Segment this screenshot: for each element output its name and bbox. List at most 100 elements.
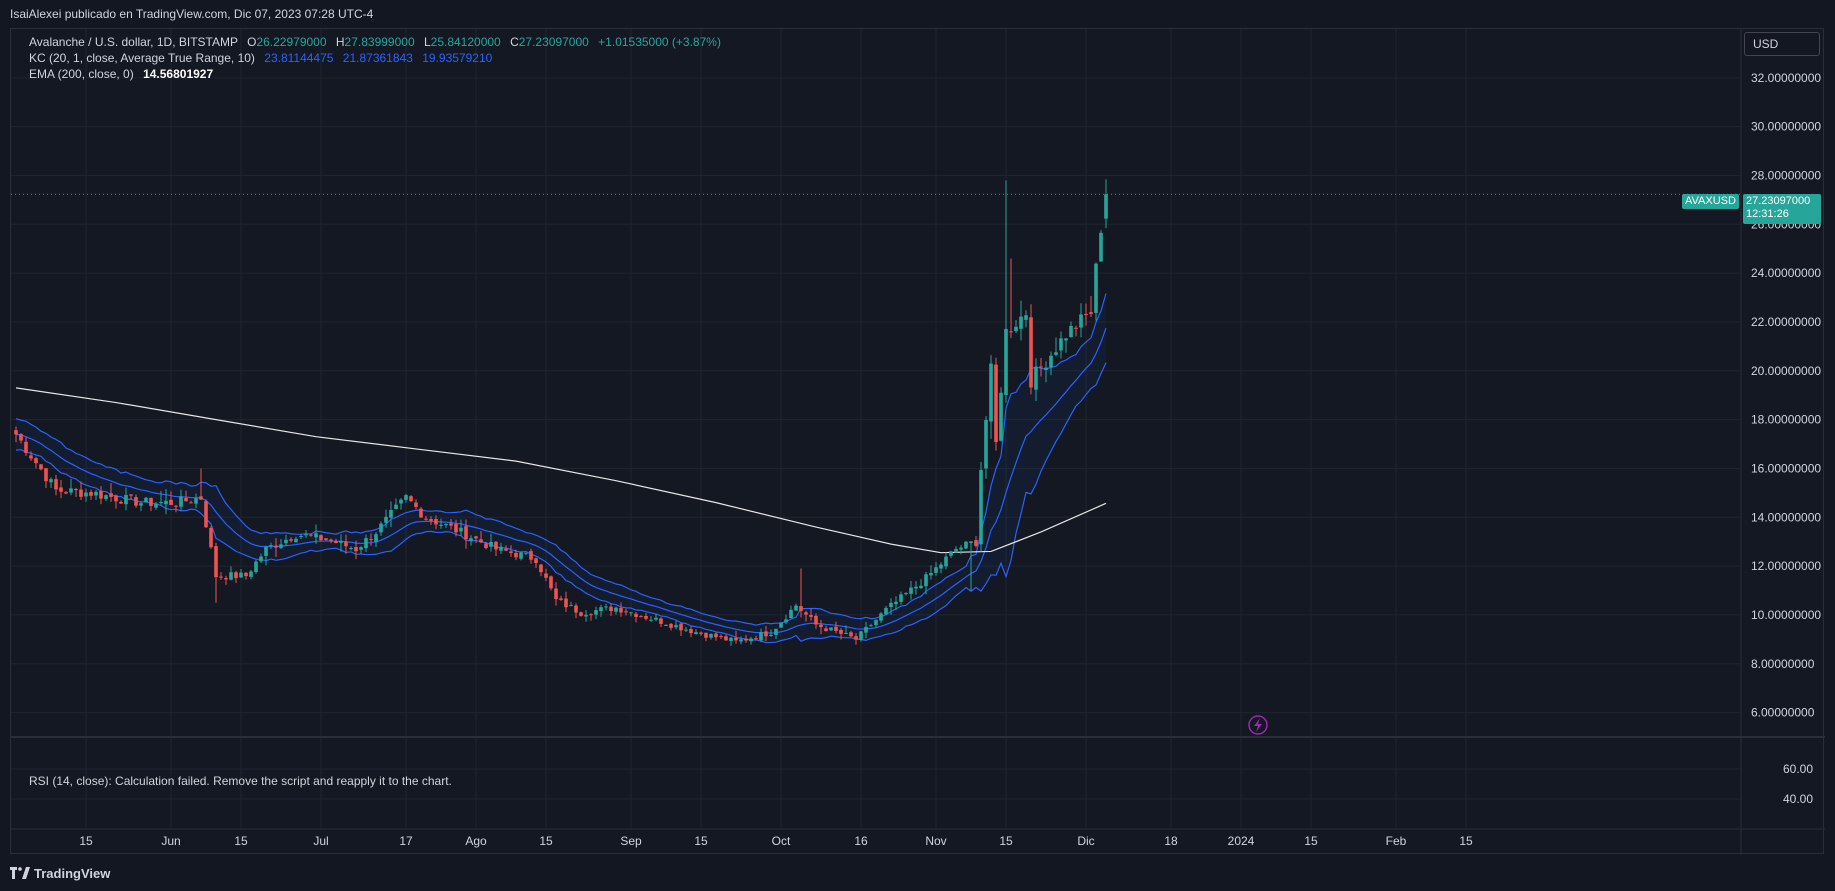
candle xyxy=(419,506,423,519)
candle xyxy=(1044,361,1048,383)
candle xyxy=(604,603,608,611)
tradingview-logo-icon xyxy=(10,867,30,879)
time-tick-label: 16 xyxy=(854,834,868,848)
rsi-error-message: RSI (14, close): Calculation failed. Rem… xyxy=(29,774,452,788)
candle xyxy=(84,488,88,502)
candle-body xyxy=(404,495,408,500)
candle xyxy=(534,557,538,569)
candle-body xyxy=(899,594,903,602)
footer-brand: TradingView xyxy=(34,865,111,881)
candle-body xyxy=(339,540,343,543)
candle xyxy=(629,612,633,617)
price-chart[interactable]: 6.00000000 8.00000000 10.00000000 12.000000… xyxy=(11,29,1825,855)
currency-selector[interactable]: USD xyxy=(1744,32,1820,56)
candle xyxy=(729,636,733,646)
candle xyxy=(659,617,663,628)
candle-body xyxy=(864,626,868,633)
candle xyxy=(94,489,98,501)
candle-body xyxy=(159,502,163,504)
publisher-line: IsaiAlexei publicado en TradingView.com,… xyxy=(10,7,374,21)
time-tick-label: 2024 xyxy=(1228,834,1255,848)
candle-body xyxy=(439,524,443,526)
candle-body xyxy=(489,541,493,547)
candle-body xyxy=(279,544,283,548)
candle-body xyxy=(29,455,33,459)
legend-ema-row[interactable]: EMA (200, close, 0) 14.56801927 xyxy=(29,67,213,81)
candle-body xyxy=(784,619,788,623)
legend-kc-upper: 23.81144475 xyxy=(264,51,334,65)
candle xyxy=(259,553,263,563)
candle xyxy=(1079,303,1083,338)
candle xyxy=(1074,325,1078,337)
candle-body xyxy=(369,539,373,541)
candle-body xyxy=(484,543,488,549)
candle xyxy=(164,489,168,515)
candle xyxy=(1009,258,1013,339)
keltner-channel xyxy=(15,293,1107,644)
candle xyxy=(154,501,158,510)
kc-lower-line xyxy=(15,362,1107,644)
candle-body xyxy=(409,496,413,502)
legend-kc-row[interactable]: KC (20, 1, close, Average True Range, 10… xyxy=(29,51,492,65)
time-tick-label: Oct xyxy=(772,834,791,848)
candle-body xyxy=(579,612,583,616)
candle-body xyxy=(684,629,688,631)
candle xyxy=(754,635,758,641)
candle xyxy=(264,545,268,566)
candle-body xyxy=(394,504,398,509)
rsi-axis: 60.00 40.00 xyxy=(11,762,1813,806)
legend-symbol-row: Avalanche / U.S. dollar, 1D, BITSTAMP O2… xyxy=(29,35,721,49)
candle xyxy=(449,518,453,530)
chart-frame[interactable]: 6.00000000 8.00000000 10.00000000 12.000000… xyxy=(10,28,1825,855)
candle xyxy=(859,630,863,642)
candle-body xyxy=(909,587,913,594)
candle-body xyxy=(849,632,853,637)
kc-upper-line xyxy=(15,293,1107,626)
candle-body xyxy=(124,494,128,505)
time-tick-label: 15 xyxy=(1459,834,1473,848)
candle xyxy=(439,518,443,529)
candle-body xyxy=(139,503,143,506)
candle-body xyxy=(224,577,228,580)
candle-body xyxy=(1024,315,1028,320)
candle-body xyxy=(694,632,698,634)
candle xyxy=(559,595,563,601)
candle xyxy=(369,533,373,546)
candle xyxy=(514,549,518,561)
candle xyxy=(864,621,868,639)
candle-body xyxy=(199,496,203,500)
candle-body xyxy=(874,619,878,626)
candle-body xyxy=(564,598,568,608)
candle xyxy=(714,632,718,641)
candle-body xyxy=(634,613,638,617)
candle xyxy=(824,625,828,632)
candle xyxy=(239,569,243,578)
candle xyxy=(29,451,33,461)
candle xyxy=(149,497,153,512)
candle xyxy=(44,467,48,488)
candle xyxy=(474,535,478,544)
candle-body xyxy=(54,479,58,490)
legend-open-label: O xyxy=(247,35,257,49)
candle xyxy=(59,479,63,499)
candle-body xyxy=(979,469,983,545)
candle-body xyxy=(659,618,663,624)
candle xyxy=(489,533,493,552)
candle xyxy=(359,546,363,554)
legend-ema-value: 14.56801927 xyxy=(143,67,214,81)
candle-body xyxy=(959,547,963,550)
candle xyxy=(869,623,873,627)
legend-open: 26.22979000 xyxy=(256,35,327,49)
candle xyxy=(324,538,328,541)
candle xyxy=(469,535,473,546)
candle xyxy=(339,534,343,552)
candle-body xyxy=(364,538,368,548)
tradingview-logo[interactable]: TradingView xyxy=(10,862,110,884)
candle-body xyxy=(599,607,603,612)
candle-body xyxy=(779,622,783,628)
candle xyxy=(139,501,143,512)
candle-body xyxy=(1019,316,1023,329)
candle-body xyxy=(884,607,888,615)
candle-body xyxy=(149,497,153,506)
candle-body xyxy=(664,624,668,626)
